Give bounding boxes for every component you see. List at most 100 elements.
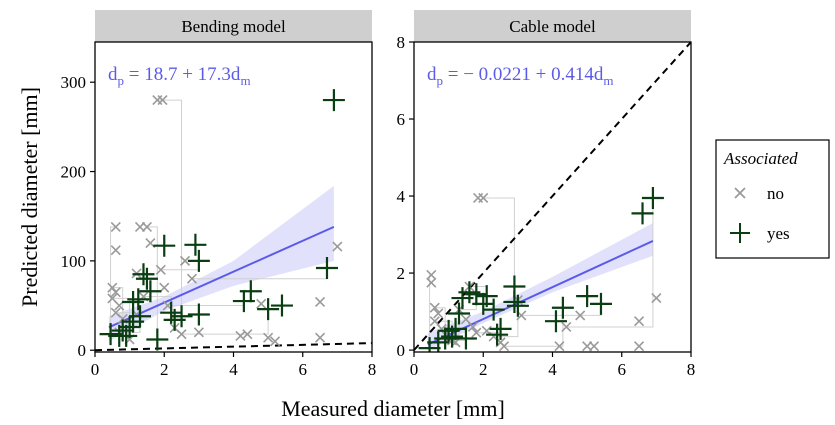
point-no	[467, 321, 478, 333]
panel-title: Cable model	[509, 17, 596, 36]
x-tick-label: 6	[618, 360, 627, 379]
point-no	[314, 296, 326, 308]
point-yes	[315, 257, 338, 280]
point-yes	[187, 249, 210, 272]
x-axis-title: Measured diameter [mm]	[281, 396, 505, 421]
point-no	[186, 273, 198, 284]
panel-strip	[414, 10, 691, 42]
point-no	[269, 336, 281, 347]
x-tick-label: 8	[687, 360, 696, 379]
point-yes	[506, 294, 529, 317]
point-yes	[448, 302, 471, 325]
point-no	[242, 329, 253, 340]
confidence-band	[427, 222, 653, 351]
point-no	[575, 310, 586, 321]
legend-label: no	[767, 184, 784, 203]
identity-line	[95, 342, 372, 352]
point-yes	[503, 290, 526, 313]
y-tick-label: 4	[397, 187, 406, 206]
point-no	[651, 293, 662, 304]
point-yes	[187, 303, 210, 326]
point-no	[256, 298, 267, 309]
pair-connector	[110, 226, 116, 335]
point-yes	[170, 305, 193, 328]
point-no	[314, 332, 326, 343]
pair-connector	[504, 307, 564, 347]
point-yes	[444, 317, 467, 340]
point-yes	[631, 202, 654, 225]
pair-connector	[146, 226, 158, 340]
y-tick-label: 200	[61, 163, 87, 182]
x-tick-label: 6	[299, 360, 308, 379]
point-no	[110, 221, 121, 232]
y-tick-label: 6	[397, 110, 406, 129]
point-yes	[239, 280, 262, 303]
pair-connector	[181, 309, 269, 335]
point-yes	[544, 310, 567, 333]
x-tick-label: 4	[229, 360, 238, 379]
x-tick-label: 8	[368, 360, 377, 379]
point-yes	[589, 292, 612, 315]
x-tick-label: 4	[548, 360, 557, 379]
point-no	[157, 95, 168, 106]
point-no	[633, 341, 645, 352]
point-no	[633, 316, 645, 327]
point-no	[429, 302, 440, 313]
identity-line	[414, 42, 691, 351]
x-tick-label: 0	[91, 360, 100, 379]
point-yes	[257, 298, 280, 321]
point-yes	[153, 234, 176, 257]
point-no	[110, 287, 121, 298]
point-yes	[127, 288, 150, 311]
point-yes	[115, 324, 138, 347]
panel-strip	[95, 10, 372, 42]
regression-equation: dp = 18.7 + 17.3dm	[108, 64, 251, 88]
point-no	[588, 341, 600, 352]
point-no	[426, 269, 437, 281]
legend-item-yes: yes	[730, 223, 790, 243]
y-tick-label: 0	[78, 341, 87, 360]
plus-marker-icon	[730, 223, 750, 243]
point-yes	[322, 89, 345, 112]
y-tick-label: 300	[61, 73, 87, 92]
point-no	[155, 264, 166, 275]
point-no	[141, 221, 153, 232]
point-yes	[146, 328, 169, 351]
point-yes	[122, 290, 145, 313]
pair-connector	[160, 260, 200, 271]
pair-connector	[112, 287, 124, 331]
plot-area	[95, 89, 372, 352]
point-no	[471, 327, 482, 338]
point-yes	[99, 323, 122, 346]
point-no	[498, 341, 510, 352]
point-yes	[551, 296, 574, 319]
point-yes	[454, 327, 477, 350]
point-yes	[139, 280, 162, 303]
regression-line	[108, 225, 335, 329]
panel-cable: Cable model dp = − 0.0221 + 0.414dm 0 2 4 6…	[397, 10, 696, 379]
legend-box	[715, 139, 830, 259]
legend: Associated no yes	[715, 139, 830, 259]
pair-connector	[483, 197, 515, 287]
point-no	[433, 308, 444, 319]
point-yes	[475, 285, 498, 308]
legend-title: Associated	[723, 149, 798, 168]
regression-equation: dp = − 0.0221 + 0.414dm	[427, 64, 614, 88]
point-no	[554, 341, 565, 352]
point-no	[110, 245, 121, 256]
plot-area	[414, 42, 691, 352]
point-yes	[135, 267, 158, 290]
pair-connector	[521, 303, 602, 316]
point-no	[478, 192, 489, 204]
point-yes	[489, 317, 512, 340]
y-tick-label: 8	[397, 33, 406, 52]
point-yes	[184, 233, 207, 256]
point-yes	[486, 323, 509, 346]
point-yes	[270, 294, 293, 317]
point-no	[263, 332, 274, 343]
point-no	[179, 255, 191, 266]
point-yes	[576, 285, 599, 308]
y-tick-label: 2	[397, 264, 406, 283]
point-yes	[118, 315, 141, 338]
